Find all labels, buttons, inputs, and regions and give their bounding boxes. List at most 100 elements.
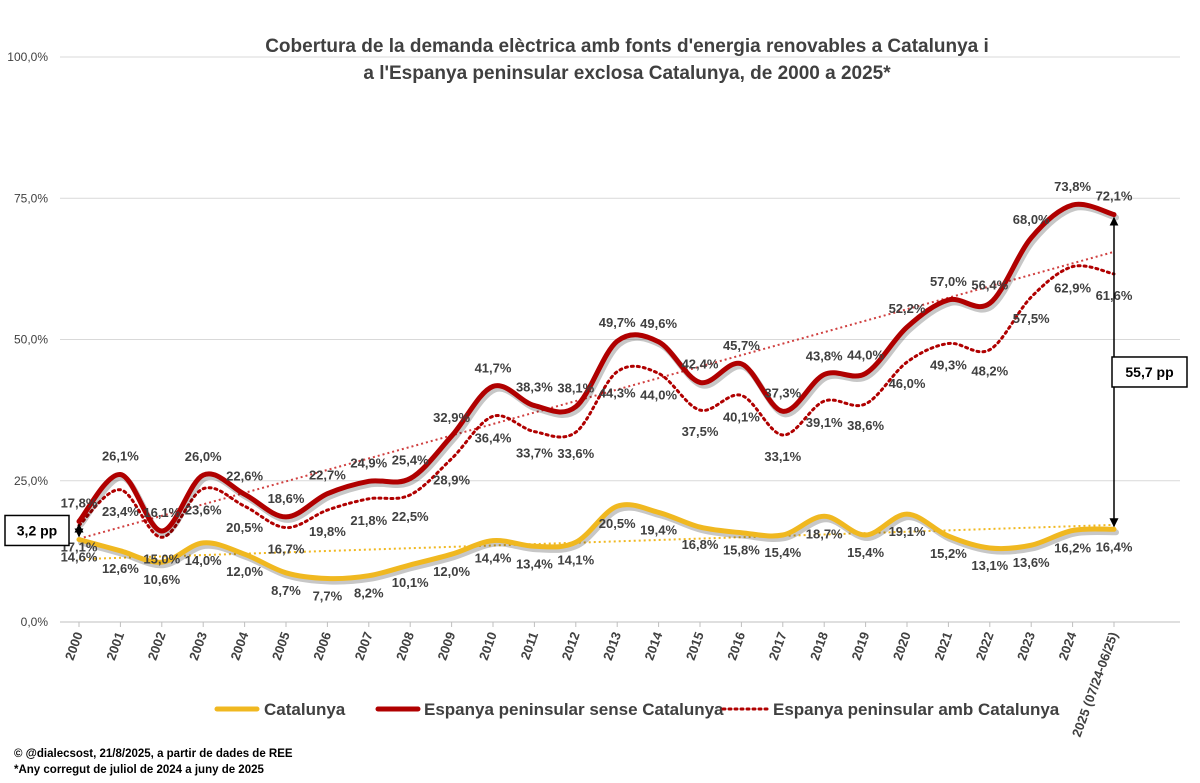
data-label-espanya-sense: 52,2% [889, 301, 926, 316]
annotation-gap-2025-label: 55,7 pp [1125, 364, 1173, 380]
x-tick-label: 2025 (07/24-06/25) [1069, 630, 1121, 739]
y-tick-label: 25,0% [14, 474, 48, 488]
data-label-espanya-amb: 19,8% [309, 524, 346, 539]
data-label-espanya-amb: 21,8% [350, 513, 387, 528]
data-label-espanya-amb: 44,0% [640, 387, 677, 402]
data-label-catalunya: 15,4% [764, 545, 801, 560]
legend: Catalunya Espanya peninsular sense Catal… [214, 700, 1060, 719]
data-label-espanya-amb: 44,3% [599, 386, 636, 401]
data-label-espanya-amb: 23,6% [185, 503, 222, 518]
data-label-espanya-sense: 56,4% [971, 277, 1008, 292]
data-label-catalunya: 19,1% [889, 524, 926, 539]
data-label-espanya-amb: 40,1% [723, 409, 760, 424]
y-axis: 0,0% 25,0% 50,0% 75,0% 100,0% [7, 50, 48, 629]
x-tick-label: 2017 [766, 630, 790, 662]
data-label-espanya-sense: 24,9% [350, 455, 387, 470]
footer-source: © @dialecsost, 21/8/2025, a partir de da… [14, 748, 293, 760]
data-label-catalunya: 18,7% [806, 526, 843, 541]
data-label-espanya-sense: 22,7% [309, 468, 346, 483]
x-tick-label: 2016 [724, 630, 748, 662]
x-tick-label: 2003 [186, 630, 210, 662]
data-label-catalunya: 14,0% [185, 553, 222, 568]
legend-label-espanya-sense: Espanya peninsular sense Catalunya [424, 700, 724, 719]
data-label-catalunya: 8,2% [354, 586, 384, 601]
x-tick-label: 2019 [848, 630, 872, 662]
data-label-catalunya: 12,6% [102, 561, 139, 576]
y-tick-label: 75,0% [14, 191, 48, 205]
data-label-espanya-sense: 16,1% [143, 505, 180, 520]
data-label-catalunya: 16,8% [682, 537, 719, 552]
data-label-espanya-sense: 44,0% [847, 347, 884, 362]
data-label-catalunya: 15,8% [723, 543, 760, 558]
trendline-espanya-peninsular-sense-catalunya [78, 250, 1115, 540]
x-tick-label: 2015 [683, 630, 707, 662]
x-tick-label: 2012 [559, 630, 583, 662]
data-label-espanya-sense: 45,7% [723, 338, 760, 353]
data-label-espanya-amb: 16,7% [268, 542, 305, 557]
data-label-espanya-sense: 72,1% [1096, 189, 1133, 204]
data-label-espanya-amb: 23,4% [102, 504, 139, 519]
chart-title-line-1: Cobertura de la demanda elèctrica amb fo… [265, 36, 989, 57]
y-tick-label: 100,0% [7, 50, 48, 64]
data-label-espanya-amb: 39,1% [806, 415, 843, 430]
series-lines [76, 201, 1119, 585]
data-label-catalunya: 14,4% [475, 551, 512, 566]
data-label-espanya-sense: 26,1% [102, 449, 139, 464]
x-tick-label: 2014 [641, 629, 665, 662]
x-tick-label: 2007 [352, 630, 376, 662]
data-label-espanya-sense: 25,4% [392, 452, 429, 467]
data-label-espanya-sense: 73,8% [1054, 179, 1091, 194]
x-tick-label: 2009 [434, 630, 458, 662]
x-tick-label: 2004 [227, 629, 251, 662]
data-label-espanya-sense: 17,8% [61, 495, 98, 510]
data-label-espanya-sense: 18,6% [268, 491, 305, 506]
x-tick-label: 2018 [807, 630, 831, 662]
data-label-catalunya: 15,2% [930, 546, 967, 561]
x-axis: 2000 2001 2002 2003 2004 2005 2006 2007 2008 2009… [62, 622, 1121, 739]
annotation-gap-2025-box [1111, 356, 1188, 388]
data-label-espanya-sense: 38,1% [557, 381, 594, 396]
legend-label-catalunya: Catalunya [264, 700, 346, 719]
data-label-espanya-sense: 68,0% [1013, 212, 1050, 227]
data-label-espanya-sense: 49,7% [599, 315, 636, 330]
data-label-catalunya: 16,2% [1054, 540, 1091, 555]
data-label-catalunya: 16,4% [1096, 539, 1133, 554]
x-tick-label: 2001 [103, 630, 127, 662]
data-label-catalunya: 13,1% [971, 558, 1008, 573]
series-line-catalunya [76, 502, 1117, 582]
data-label-catalunya: 15,4% [847, 545, 884, 560]
data-label-espanya-sense: 42,4% [682, 356, 719, 371]
x-tick-label: 2013 [600, 630, 624, 662]
data-label-espanya-amb: 62,9% [1054, 281, 1091, 296]
data-label-espanya-amb: 57,5% [1013, 311, 1050, 326]
data-label-catalunya: 12,0% [226, 564, 263, 579]
data-label-catalunya: 20,5% [599, 516, 636, 531]
data-label-catalunya: 10,1% [392, 575, 429, 590]
x-tick-label: 2021 [931, 630, 955, 662]
data-label-espanya-sense: 41,7% [475, 360, 512, 375]
y-tick-label: 50,0% [14, 333, 48, 347]
data-label-catalunya: 19,4% [640, 522, 677, 537]
trendlines [78, 250, 1115, 561]
x-tick-label: 2008 [393, 630, 417, 662]
data-label-espanya-amb: 38,6% [847, 418, 884, 433]
data-label-espanya-amb: 15,0% [143, 551, 180, 566]
data-label-catalunya: 7,7% [313, 588, 343, 603]
legend-label-espanya-amb: Espanya peninsular amb Catalunya [773, 700, 1060, 719]
data-label-catalunya: 10,6% [143, 572, 180, 587]
data-label-espanya-sense: 43,8% [806, 349, 843, 364]
x-tick-label: 2023 [1014, 630, 1038, 662]
x-tick-label: 2010 [476, 630, 500, 662]
data-label-catalunya: 13,6% [1013, 555, 1050, 570]
data-label-catalunya: 12,0% [433, 564, 470, 579]
data-label-catalunya: 14,1% [557, 552, 594, 567]
data-label-espanya-amb: 46,0% [889, 376, 926, 391]
data-label-espanya-sense: 26,0% [185, 449, 222, 464]
data-labels: 14,6% 17,8% 17,1% 12,6% 26,1% 23,4% 10,6% 16,1%… [61, 179, 1133, 603]
data-label-espanya-amb: 17,1% [61, 539, 98, 554]
x-tick-label: 2006 [310, 630, 334, 662]
data-label-catalunya: 14,6% [61, 550, 98, 565]
data-label-espanya-sense: 38,3% [516, 380, 553, 395]
series-line-espanya-peninsular-amb-catalunya [77, 264, 1116, 539]
data-label-espanya-amb: 36,4% [475, 430, 512, 445]
